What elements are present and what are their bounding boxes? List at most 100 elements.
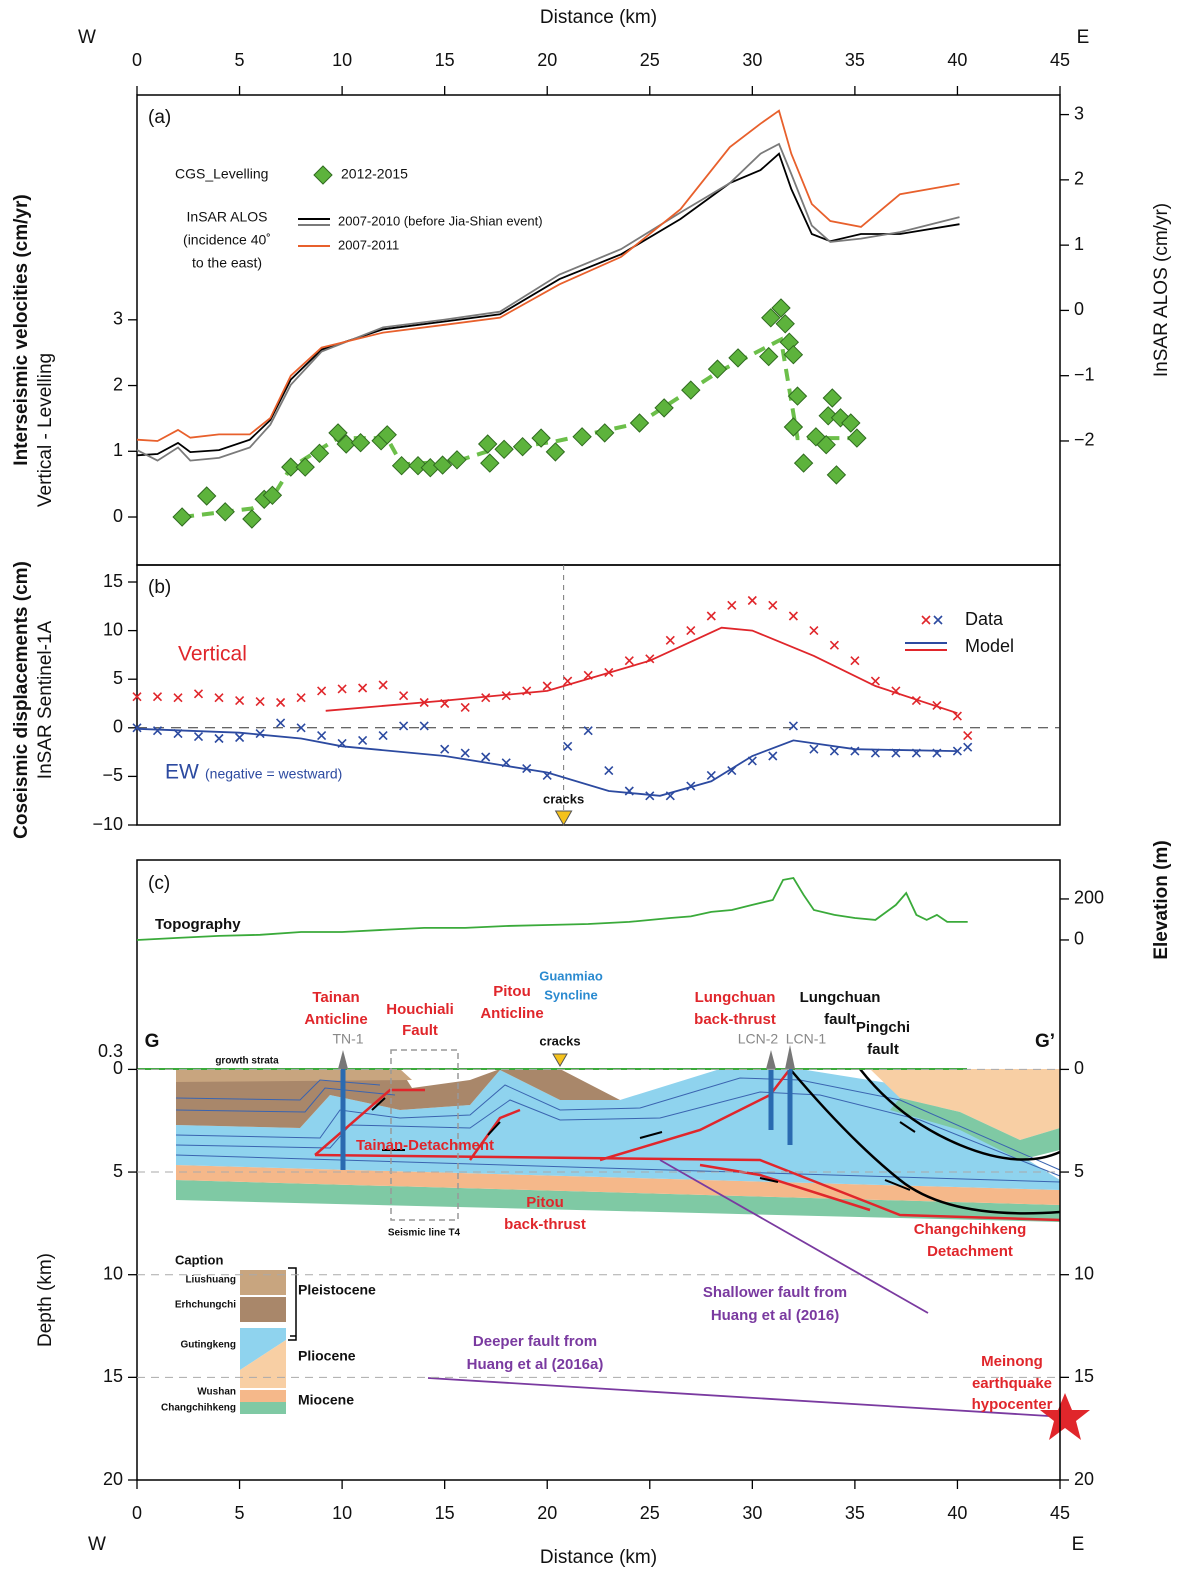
data-cross	[809, 626, 819, 636]
data-cross	[358, 735, 368, 745]
legend-label: 2007-2011	[338, 237, 399, 252]
data-cross	[399, 721, 409, 731]
data-cross	[296, 723, 306, 733]
annotation: Pitou	[493, 983, 531, 1000]
panel-label: (a)	[148, 107, 171, 128]
data-cross	[440, 744, 450, 754]
y-tick-label: 5	[1074, 1161, 1084, 1181]
x-tick-label: 15	[435, 50, 455, 70]
series-line	[136, 877, 968, 941]
y-tick-label: −10	[92, 814, 123, 834]
y-tick-label: 15	[103, 1366, 123, 1386]
x-tick-label: 0	[132, 1503, 142, 1523]
y-tick-label: 0	[113, 506, 123, 526]
y2-tick-label: 0	[1074, 929, 1084, 949]
y-tick-label: 20	[1074, 1469, 1094, 1489]
x-tick-label: 40	[947, 50, 967, 70]
data-cross	[768, 600, 778, 610]
series-line	[181, 336, 857, 519]
annotation: back-thrust	[694, 1011, 776, 1028]
x-tick-label: 0	[132, 50, 142, 70]
annotation: Syncline	[544, 987, 597, 1002]
y-tick-label: 15	[1074, 1366, 1094, 1386]
legend-group: InSAR ALOS	[187, 209, 268, 225]
series-label: EW	[165, 761, 199, 784]
marker-label: cracks	[543, 791, 584, 806]
data-point	[594, 423, 615, 443]
legend-label: Data	[965, 609, 1004, 629]
data-cross	[706, 611, 716, 621]
annotation: Anticline	[480, 1005, 543, 1022]
plot-frame	[136, 564, 1061, 826]
data-point	[826, 465, 847, 485]
data-cross	[542, 681, 552, 691]
data-cross	[460, 702, 470, 712]
legend-group: (incidence 40˚	[183, 232, 271, 248]
y2-tick-label: −1	[1074, 364, 1095, 384]
y-tick-label: 0	[1074, 1058, 1084, 1078]
x-tick-label: 5	[235, 1503, 245, 1523]
caption-unit: Changchihkeng	[161, 1403, 236, 1414]
annotation: Huang et al (2016a)	[467, 1356, 604, 1373]
y2-tick-label: 3	[1074, 103, 1084, 123]
data-cross	[378, 680, 388, 690]
panel-label: (b)	[148, 577, 171, 598]
data-cross	[768, 751, 778, 761]
data-point	[783, 417, 804, 437]
data-cross	[460, 748, 470, 758]
x-tick-label: 35	[845, 50, 865, 70]
data-point	[215, 502, 235, 522]
data-cross	[193, 732, 204, 742]
y-tick-label: 2	[113, 374, 123, 394]
data-cross	[235, 732, 245, 743]
annotation: Lungchuan	[800, 989, 881, 1006]
data-cross	[727, 600, 737, 610]
y-tick-label: 15	[103, 571, 123, 591]
data-point	[841, 413, 861, 433]
data-cross	[173, 693, 183, 703]
data-point	[775, 314, 795, 334]
annotation: Meinong	[981, 1353, 1043, 1370]
data-point	[408, 455, 428, 476]
y-label-outer: Interseismic velocities (cm/yr)	[11, 194, 32, 465]
data-cross	[132, 692, 142, 702]
x-tick-label: 5	[235, 50, 245, 70]
annotation: Pingchi	[856, 1019, 910, 1036]
annotation: Detachment	[927, 1243, 1013, 1260]
annotation: Shallower fault from	[703, 1284, 847, 1301]
legend-swatch	[933, 615, 943, 625]
data-cross	[152, 692, 163, 702]
annotation: Fault	[402, 1022, 438, 1039]
y-tick-label: 1	[113, 440, 123, 460]
data-point	[681, 380, 701, 400]
data-point	[793, 453, 814, 473]
caption: Caption Liushuang Erhchungchi Gutingkeng…	[161, 1252, 376, 1413]
data-point	[822, 388, 843, 408]
data-cross	[317, 731, 327, 741]
y2-tick-label: 1	[1074, 234, 1084, 254]
data-point	[787, 386, 808, 406]
data-point	[336, 434, 356, 454]
y2-label: Elevation (m)	[1151, 840, 1172, 959]
annotation: Anticline	[304, 1011, 367, 1028]
data-point	[480, 453, 500, 473]
data-point	[447, 450, 467, 470]
legend-swatch	[921, 615, 931, 625]
y-tick-label: −5	[102, 765, 123, 785]
annotation: G’	[1035, 1031, 1055, 1052]
data-cross	[317, 686, 327, 696]
series-line	[136, 142, 960, 462]
annotation: G	[145, 1031, 160, 1052]
data-cross	[788, 721, 798, 731]
annotation: Huang et al (2016)	[711, 1307, 839, 1324]
data-cross	[276, 697, 286, 708]
data-point	[295, 457, 315, 477]
data-cross	[255, 697, 265, 707]
data-cross	[665, 635, 675, 645]
annotation: Pitou	[526, 1194, 564, 1211]
data-cross	[809, 744, 819, 754]
data-cross	[829, 640, 839, 650]
x-tick-label: 30	[742, 1503, 762, 1523]
data-cross	[481, 693, 491, 703]
